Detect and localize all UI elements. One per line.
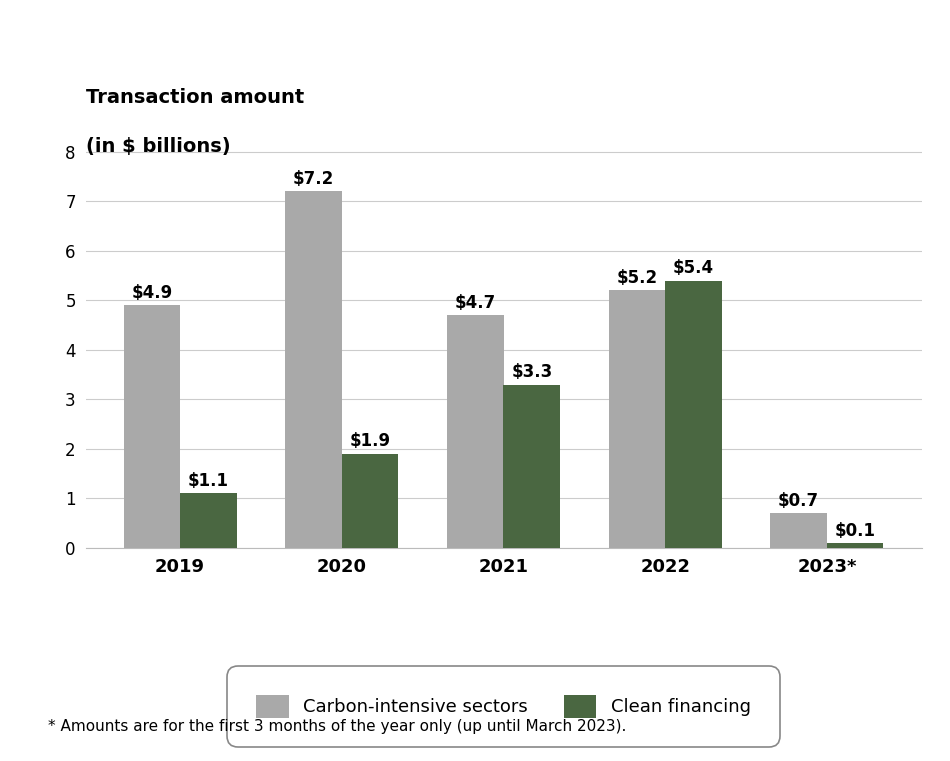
Legend: Carbon-intensive sectors, Clean financing: Carbon-intensive sectors, Clean financin…: [238, 677, 769, 736]
Bar: [609, 291, 665, 548]
Bar: [342, 454, 398, 548]
Text: $5.2: $5.2: [617, 269, 657, 287]
Text: $1.1: $1.1: [188, 472, 229, 490]
Bar: [665, 281, 722, 548]
Text: * Amounts are for the first 3 months of the year only (up until March 2023).: * Amounts are for the first 3 months of …: [48, 719, 626, 734]
Bar: [446, 315, 504, 548]
Text: Transaction amount: Transaction amount: [86, 88, 304, 107]
Text: $5.4: $5.4: [673, 259, 714, 277]
Text: $7.2: $7.2: [293, 170, 334, 188]
Text: $0.7: $0.7: [778, 492, 819, 510]
Bar: [770, 513, 826, 548]
Text: $4.9: $4.9: [131, 284, 172, 302]
Text: $0.1: $0.1: [835, 521, 876, 540]
Bar: [124, 305, 180, 548]
Text: $1.9: $1.9: [350, 432, 390, 451]
Bar: [180, 493, 237, 548]
Bar: [285, 192, 342, 548]
Text: $4.7: $4.7: [455, 294, 496, 312]
Text: (in $ billions): (in $ billions): [86, 137, 230, 156]
Bar: [504, 384, 560, 548]
Text: $3.3: $3.3: [511, 363, 552, 381]
Bar: [826, 543, 884, 548]
